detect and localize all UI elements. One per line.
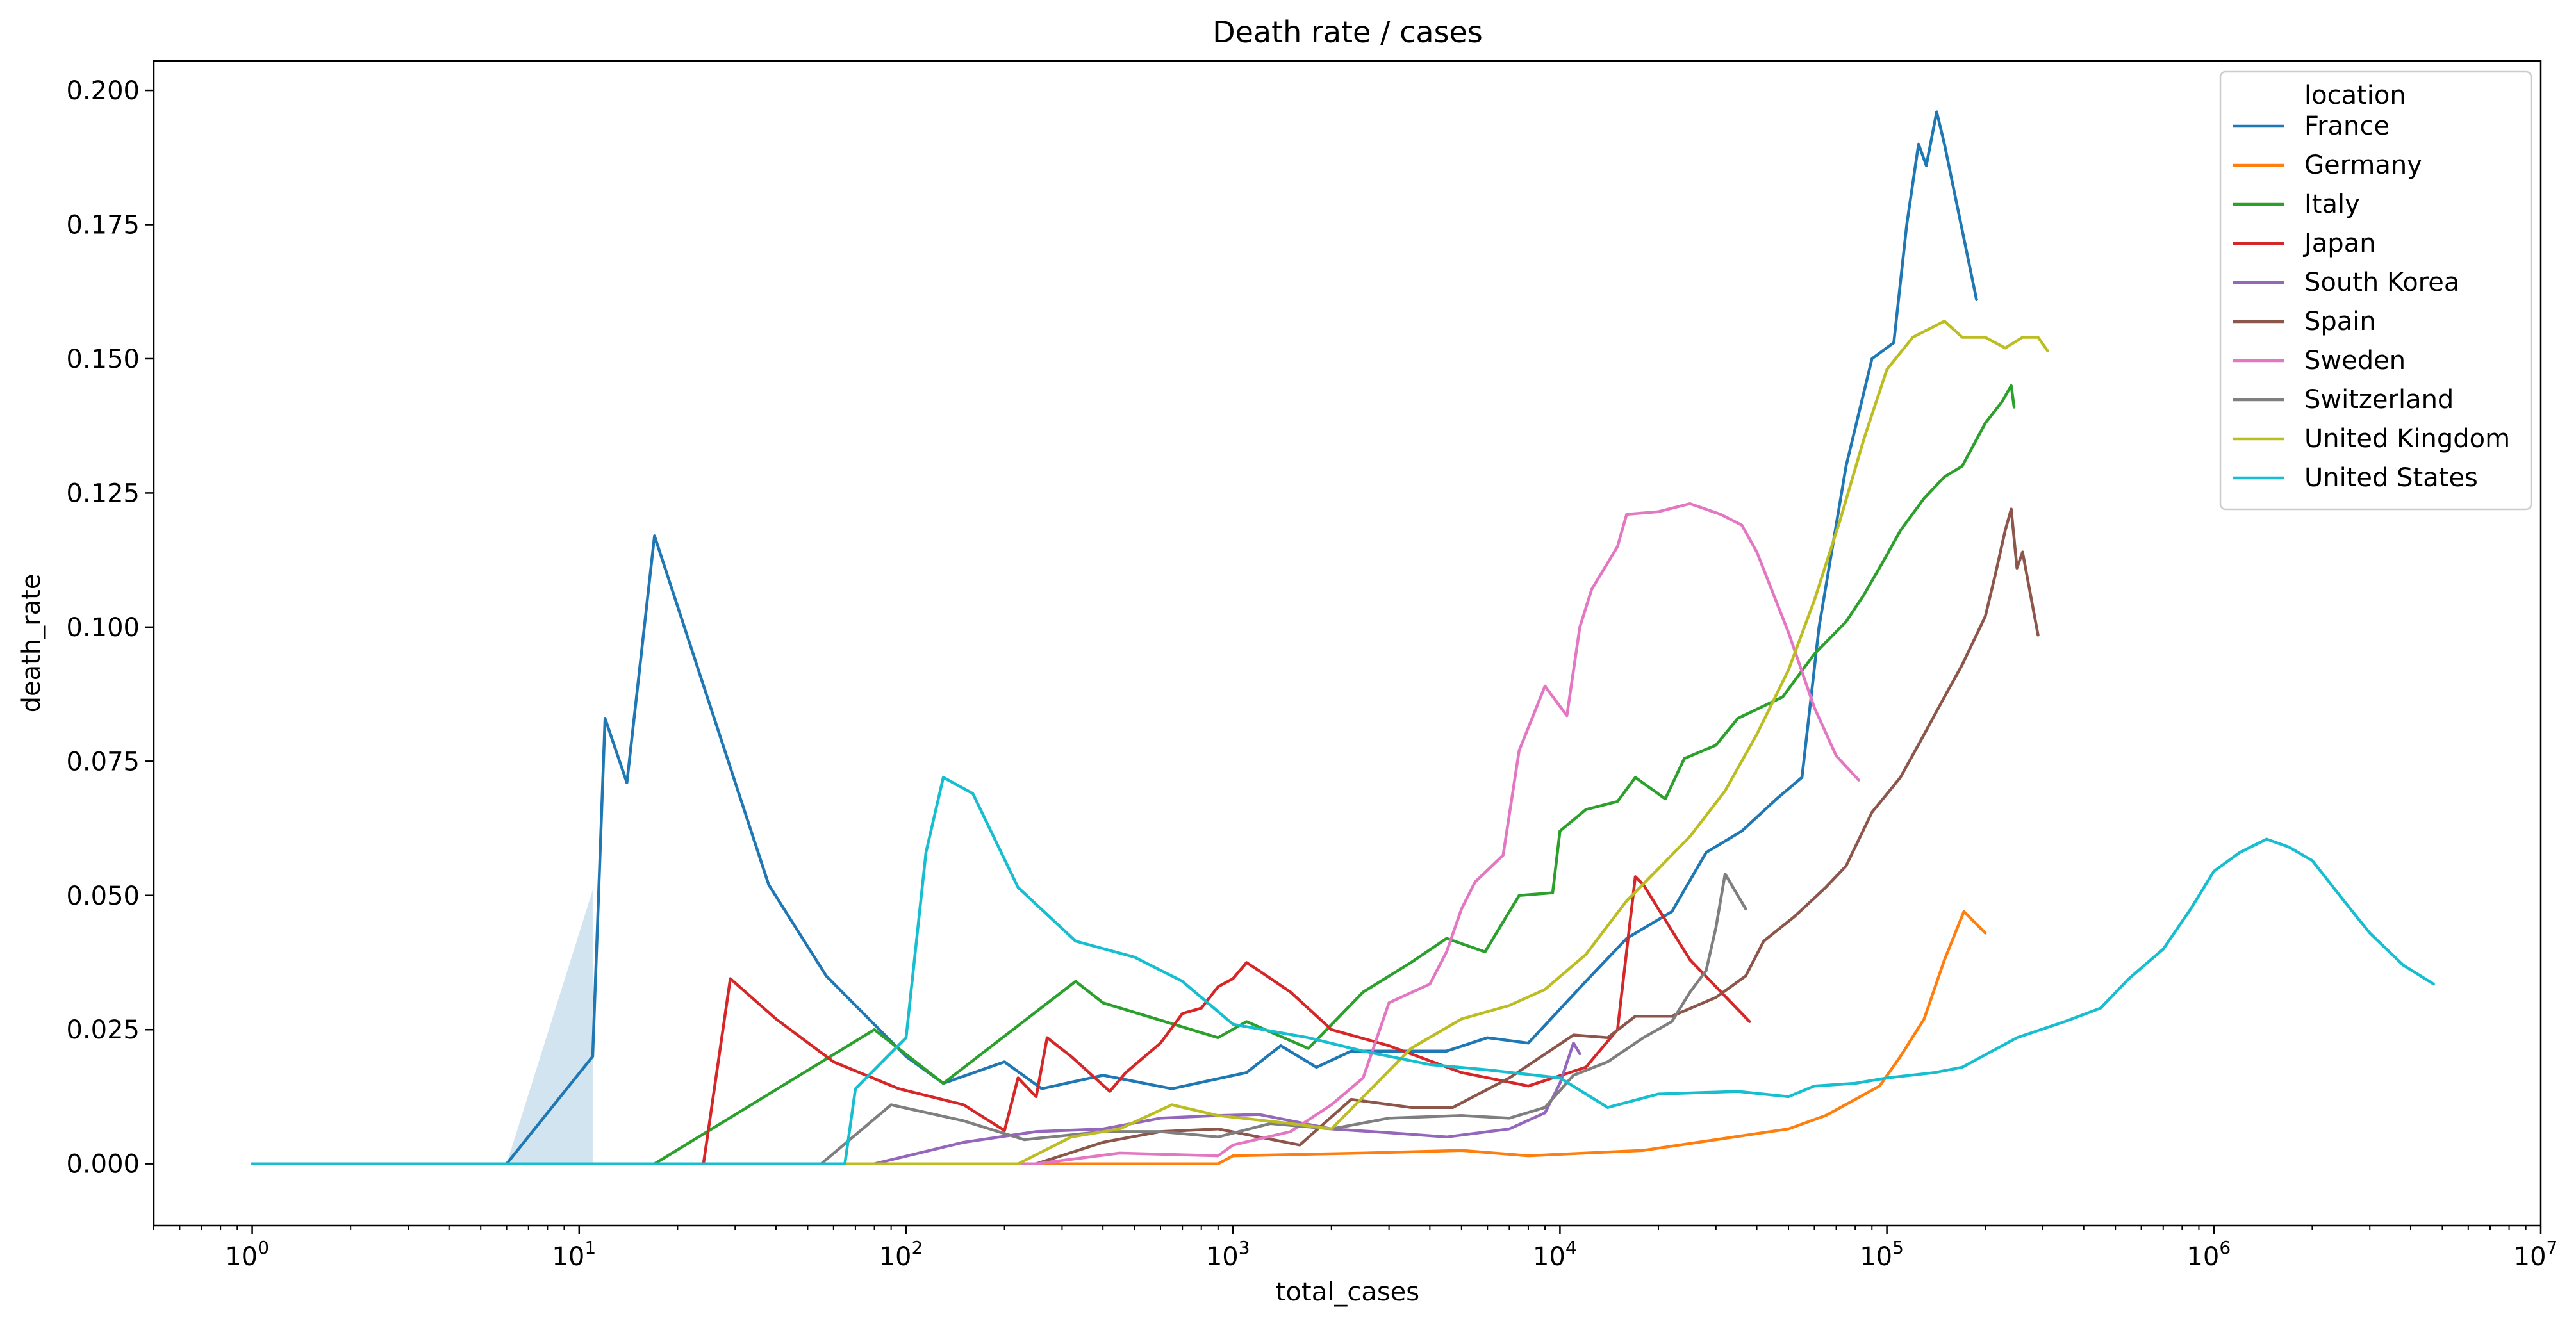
legend-label-france: France (2304, 111, 2390, 141)
chart-title: Death rate / cases (1212, 15, 1483, 49)
legend-label-united-kingdom: United Kingdom (2304, 424, 2510, 454)
legend: location France Germany Italy Japan South Ko… (2219, 70, 2532, 511)
legend-label-united-states: United States (2304, 463, 2478, 493)
x-tick-label: 106 (2186, 1237, 2231, 1272)
axes-frame (153, 60, 2542, 1227)
y-tick-label: 0.200 (66, 76, 140, 106)
x-tick-exponent: 3 (1239, 1237, 1250, 1258)
series-line-switzerland (251, 872, 1747, 1165)
y-tick-label: 0.050 (66, 882, 140, 911)
x-tick-exponent: 0 (258, 1237, 269, 1258)
y-tick-label: 0.125 (66, 479, 140, 508)
y-axis-label: death_rate (17, 574, 46, 713)
x-tick-exponent: 6 (2219, 1237, 2231, 1258)
plot-area (251, 110, 2435, 1165)
x-tick-exponent: 4 (1565, 1237, 1577, 1258)
x-tick-exponent: 7 (2547, 1237, 2558, 1258)
x-axis-label: total_cases (1276, 1277, 1419, 1307)
series-line-france (251, 110, 1978, 1165)
legend-label-italy: Italy (2304, 190, 2360, 219)
legend-label-japan: Japan (2302, 229, 2376, 258)
series-line-united-states (251, 776, 2435, 1165)
legend-title: location (2304, 81, 2406, 110)
y-tick-label: 0.175 (66, 211, 140, 240)
series-line-italy (251, 384, 2016, 1165)
series-line-japan (251, 875, 1751, 1165)
legend-label-sweden: Sweden (2304, 346, 2406, 375)
series-line-sweden (251, 502, 1860, 1165)
x-axis: 100 101 102 103 104 105 106 107 (153, 1226, 2558, 1272)
series-line-united-kingdom (251, 320, 2049, 1165)
y-tick-label: 0.150 (66, 345, 140, 374)
x-tick-label: 107 (2514, 1237, 2558, 1272)
y-tick-label: 0.025 (66, 1015, 140, 1045)
y-tick-label: 0.075 (66, 747, 140, 776)
y-tick-label: 0.100 (66, 613, 140, 643)
y-axis: 0.000 0.025 0.050 0.075 0.100 0.125 0.150 0.175… (66, 76, 154, 1179)
series-line-germany (251, 910, 1987, 1165)
legend-label-spain: Spain (2304, 307, 2376, 336)
legend-label-switzerland: Switzerland (2304, 385, 2454, 414)
x-tick-exponent: 5 (1892, 1237, 1904, 1258)
x-tick-exponent: 1 (584, 1237, 596, 1258)
confidence-band-france (506, 890, 593, 1164)
y-tick-label: 0.000 (66, 1150, 140, 1179)
legend-box (2219, 70, 2532, 511)
legend-label-germany: Germany (2304, 151, 2422, 180)
legend-label-south-korea: South Korea (2304, 268, 2459, 297)
series-line-spain (251, 507, 2040, 1165)
x-tick-exponent: 2 (912, 1237, 923, 1258)
